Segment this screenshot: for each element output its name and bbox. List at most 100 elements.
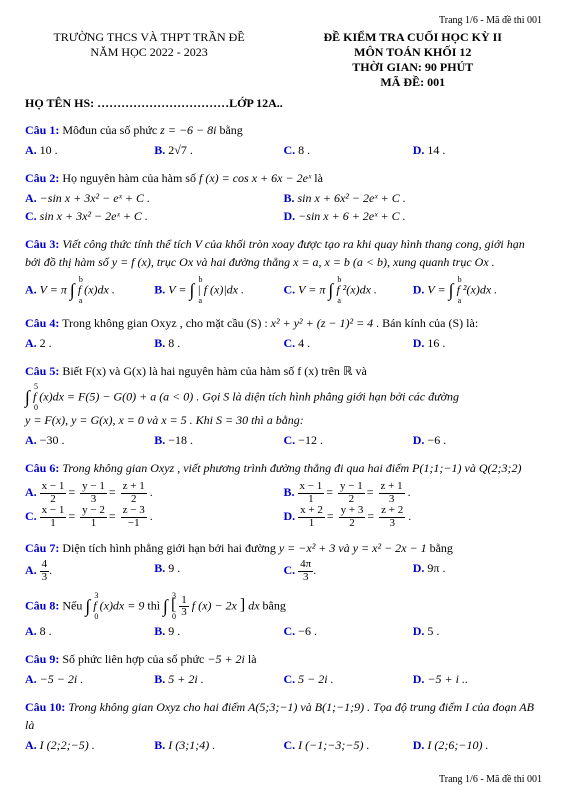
q8-frac-den: 3 (179, 607, 189, 619)
q3-b-pre: V = (168, 282, 189, 296)
q1-opt-d: D. 14 . (413, 141, 542, 159)
q8-int2: ∫ (163, 596, 168, 616)
q10-a-val: I (2;2;−5) . (40, 738, 95, 752)
q3-a-pre: V = π (40, 282, 67, 296)
q3-b-int: ∫ (189, 280, 194, 300)
q10-opt-a: A. I (2;2;−5) . (25, 736, 154, 754)
q1-opt-b: B. 2√7 . (154, 141, 283, 159)
q7-text-pre: Diện tích hình phẳng giới hạn bởi hai đư… (62, 541, 279, 555)
q7-b-val: 9 . (168, 561, 180, 575)
q3-text: Viết công thức tính thể tích V của khối … (25, 237, 525, 269)
q6-d-n2: y + 3 (339, 505, 366, 518)
q8-a-val: 8 . (40, 624, 52, 638)
q7-d-val: 9π . (427, 561, 445, 575)
q7-a-num: 4 (40, 559, 50, 572)
q5-line1-post: và (355, 364, 366, 378)
question-5: Câu 5: Biết F(x) và G(x) là hai nguyên h… (25, 362, 542, 449)
q2-d-val: −sin x + 6 + 2eˣ + C . (298, 209, 405, 223)
integral-icon: ∫30 (163, 593, 168, 620)
q3-b-body: | f (x)|dx . (197, 282, 244, 296)
q10-text: Trong không gian Oxyz cho hai điểm A(5;3… (25, 700, 534, 732)
q8-body1: f (x)dx = 9 (93, 599, 144, 613)
q4-expr: x² + y² + (z − 1)² = 4 (271, 316, 374, 330)
q5-opt-a: A. −30 . (25, 431, 154, 449)
q9-text-pre: Số phức liên hợp của số phức (62, 652, 207, 666)
q10-label: Câu 10: (25, 700, 65, 714)
q8-int1: ∫ (85, 596, 90, 616)
q4-text-pre: Trong không gian Oxyz , cho mặt cầu (S) … (62, 316, 271, 330)
q9-text-post: là (248, 652, 257, 666)
q6-b-n1: x − 1 (298, 481, 325, 494)
q9-opt-c: C. 5 − 2i . (284, 670, 413, 688)
q6-d-d2: 2 (339, 518, 366, 530)
q9-opt-a: A. −5 − 2i . (25, 670, 154, 688)
question-7: Câu 7: Diện tích hình phẳng giới hạn bởi… (25, 539, 542, 583)
q2-opt-b: B. sin x + 6x² − 2eˣ + C . (284, 189, 543, 207)
q1-b-val: 2√7 . (168, 143, 193, 157)
q4-d-val: 16 . (427, 336, 445, 350)
q6-opt-b: B. x − 11= y − 12= z + 13 . (284, 481, 543, 505)
q1-opt-c: C. 8 . (284, 141, 413, 159)
q4-opt-c: C. 4 . (284, 334, 413, 352)
question-4: Câu 4: Trong không gian Oxyz , cho mặt c… (25, 314, 542, 352)
q6-c-d2: 1 (80, 518, 107, 530)
q8-lo2: 0 (172, 611, 176, 623)
q4-a-val: 2 . (40, 336, 52, 350)
q9-b-val: 5 + 2i . (168, 672, 203, 686)
question-10: Câu 10: Trong không gian Oxyz cho hai đi… (25, 698, 542, 754)
question-8: Câu 8: Nếu ∫30 f (x)dx = 9 thì ∫30 [ 13 … (25, 593, 542, 640)
q6-d-d3: 3 (379, 518, 405, 530)
school-name: TRƯỜNG THCS VÀ THPT TRẦN ĐỀ (25, 30, 273, 45)
q6-opt-a: A. x − 12= y − 13= z + 12 . (25, 481, 284, 505)
exam-title: ĐỀ KIỂM TRA CUỐI HỌC KỲ II (284, 30, 543, 45)
q6-text: Trong không gian Oxyz , viết phương trìn… (62, 461, 521, 475)
question-9: Câu 9: Số phức liên hợp của số phức −5 +… (25, 650, 542, 688)
q6-b-n2: y − 1 (338, 481, 365, 494)
q3-d-body: f ²(x)dx . (457, 282, 498, 296)
q6-c-d3: −1 (121, 518, 147, 530)
real-set-icon: ℝ (343, 364, 353, 378)
q6-label: Câu 6: (25, 461, 59, 475)
q7-c-post: . (313, 563, 316, 577)
q8-opt-d: D. 5 . (413, 622, 542, 640)
q5-opt-c: C. −12 . (284, 431, 413, 449)
q5-lo: 0 (34, 402, 38, 414)
q5-a-val: −30 . (40, 433, 65, 447)
page-number-top: Trang 1/6 - Mã đề thi 001 (25, 15, 542, 26)
q8-lo1: 0 (94, 611, 98, 623)
exam-duration: THỜI GIAN: 90 PHÚT (284, 60, 543, 75)
q3-opt-d: D. V = ∫ba f ²(x)dx . (413, 277, 542, 304)
q10-d-val: I (2;6;−10) . (427, 738, 488, 752)
q3-c-body: f ²(x)dx . (336, 282, 377, 296)
q8-opt-a: A. 8 . (25, 622, 154, 640)
q3-a-body: f (x)dx . (78, 282, 115, 296)
q2-opt-c: C. sin x + 3x² − 2eˣ + C . (25, 207, 284, 225)
q6-c-d1: 1 (40, 518, 67, 530)
integral-icon: ∫ba (189, 277, 194, 304)
q4-c-val: 4 . (298, 336, 310, 350)
q2-expr: f (x) = cos x + 6x − 2eˣ (199, 171, 311, 185)
q8-b-val: 9 . (168, 624, 180, 638)
q4-label: Câu 4: (25, 316, 59, 330)
q3-a-hi: b (79, 274, 83, 286)
page-number-bottom: Trang 1/6 - Mã đề thi 001 (25, 774, 542, 785)
q10-c-val: I (−1;−3;−5) . (298, 738, 369, 752)
q7-a-den: 3 (40, 572, 50, 584)
q5-b-val: −18 . (168, 433, 193, 447)
q7-expr: y = −x² + 3 và y = x² − 2x − 1 (279, 541, 427, 555)
q3-b-lo: a (198, 295, 202, 307)
q8-text-post: bằng (263, 599, 286, 613)
q3-d-hi: b (458, 274, 462, 286)
q3-opt-a: A. V = π ∫ba f (x)dx . (25, 277, 154, 304)
question-6: Câu 6: Trong không gian Oxyz , viết phươ… (25, 459, 542, 529)
q3-c-lo: a (337, 295, 341, 307)
q8-mid: thì (147, 599, 163, 613)
header: TRƯỜNG THCS VÀ THPT TRẦN ĐỀ NĂM HỌC 2022… (25, 30, 542, 90)
q3-d-int: ∫ (449, 280, 454, 300)
question-2: Câu 2: Họ nguyên hàm của hàm số f (x) = … (25, 169, 542, 225)
student-name-line: HỌ TÊN HS: ……………………………LỚP 12A.. (25, 96, 542, 111)
integral-icon: ∫ba (328, 277, 333, 304)
integral-icon: ∫30 (85, 593, 90, 620)
q3-d-lo: a (458, 295, 462, 307)
q3-label: Câu 3: (25, 237, 59, 251)
